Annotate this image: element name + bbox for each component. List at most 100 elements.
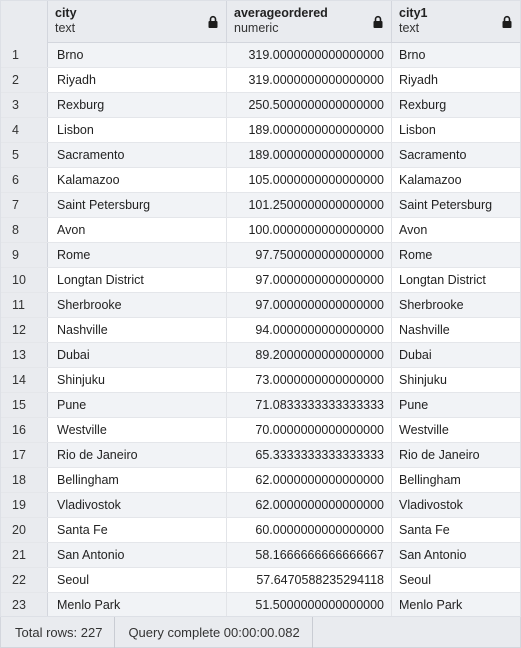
cell-city1[interactable]: Rio de Janeiro [399, 448, 480, 462]
cell-city1[interactable]: San Antonio [399, 548, 467, 562]
cell-city1[interactable]: Nashville [399, 323, 450, 337]
cell-city[interactable]: Avon [48, 218, 227, 242]
cell-city[interactable]: Rome [48, 243, 227, 267]
cell-averageordered[interactable]: 97.7500000000000000 [227, 243, 392, 267]
row-number[interactable]: 1 [1, 43, 48, 67]
cell-city[interactable]: Westville [48, 418, 227, 442]
row-number[interactable]: 2 [1, 68, 48, 92]
row-number[interactable]: 6 [1, 168, 48, 192]
cell-averageordered[interactable]: 319.0000000000000000 [227, 43, 392, 67]
cell-city1[interactable]: Kalamazoo [399, 173, 462, 187]
table-row[interactable]: 1 Brno 319.0000000000000000 Brno [1, 43, 520, 68]
cell-city[interactable]: Bellingham [48, 468, 227, 492]
table-row[interactable]: 23 Menlo Park 51.5000000000000000 Menlo Par… [1, 593, 520, 616]
cell-averageordered[interactable]: 70.0000000000000000 [227, 418, 392, 442]
table-row[interactable]: 19 Vladivostok 62.0000000000000000 Vladivos… [1, 493, 520, 518]
cell-city1[interactable]: Rexburg [399, 98, 447, 112]
cell-city[interactable]: Longtan District [48, 268, 227, 292]
cell-city[interactable]: Riyadh [48, 68, 227, 92]
cell-city1[interactable]: Santa Fe [399, 523, 450, 537]
cell-city[interactable]: Saint Petersburg [48, 193, 227, 217]
table-row[interactable]: 12 Nashville 94.0000000000000000 Nashville [1, 318, 520, 343]
table-row[interactable]: 10 Longtan District 97.0000000000000000 Lon… [1, 268, 520, 293]
cell-averageordered[interactable]: 51.5000000000000000 [227, 593, 392, 616]
column-header-averageordered[interactable]: averageordered numeric [227, 1, 392, 43]
cell-city1[interactable]: Bellingham [399, 473, 461, 487]
cell-city1[interactable]: Westville [399, 423, 449, 437]
table-row[interactable]: 9 Rome 97.7500000000000000 Rome [1, 243, 520, 268]
cell-averageordered[interactable]: 105.0000000000000000 [227, 168, 392, 192]
cell-city1[interactable]: Saint Petersburg [399, 198, 493, 212]
cell-city[interactable]: Brno [48, 43, 227, 67]
cell-city[interactable]: Rexburg [48, 93, 227, 117]
cell-averageordered[interactable]: 57.6470588235294118 [227, 568, 392, 592]
table-row[interactable]: 16 Westville 70.0000000000000000 Westville [1, 418, 520, 443]
cell-city1[interactable]: Avon [399, 223, 428, 237]
table-row[interactable]: 8 Avon 100.0000000000000000 Avon [1, 218, 520, 243]
cell-city1[interactable]: Dubai [399, 348, 432, 362]
cell-city[interactable]: Shinjuku [48, 368, 227, 392]
row-number[interactable]: 4 [1, 118, 48, 142]
table-row[interactable]: 2 Riyadh 319.0000000000000000 Riyadh [1, 68, 520, 93]
row-number[interactable]: 19 [1, 493, 48, 517]
table-row[interactable]: 4 Lisbon 189.0000000000000000 Lisbon [1, 118, 520, 143]
cell-city1[interactable]: Sherbrooke [399, 298, 464, 312]
row-number[interactable]: 14 [1, 368, 48, 392]
cell-averageordered[interactable]: 319.0000000000000000 [227, 68, 392, 92]
cell-averageordered[interactable]: 60.0000000000000000 [227, 518, 392, 542]
column-header-city1[interactable]: city1 text [392, 1, 520, 43]
cell-averageordered[interactable]: 100.0000000000000000 [227, 218, 392, 242]
table-row[interactable]: 13 Dubai 89.2000000000000000 Dubai [1, 343, 520, 368]
row-number[interactable]: 9 [1, 243, 48, 267]
row-number[interactable]: 12 [1, 318, 48, 342]
cell-city[interactable]: Rio de Janeiro [48, 443, 227, 467]
cell-city1[interactable]: Brno [399, 48, 426, 62]
row-number[interactable]: 15 [1, 393, 48, 417]
cell-city[interactable]: Lisbon [48, 118, 227, 142]
row-number[interactable]: 11 [1, 293, 48, 317]
cell-averageordered[interactable]: 89.2000000000000000 [227, 343, 392, 367]
cell-averageordered[interactable]: 58.1666666666666667 [227, 543, 392, 567]
row-number[interactable]: 3 [1, 93, 48, 117]
row-number[interactable]: 10 [1, 268, 48, 292]
cell-averageordered[interactable]: 189.0000000000000000 [227, 118, 392, 142]
cell-averageordered[interactable]: 71.0833333333333333 [227, 393, 392, 417]
column-header-city[interactable]: city text [48, 1, 227, 43]
row-number[interactable]: 18 [1, 468, 48, 492]
row-number[interactable]: 20 [1, 518, 48, 542]
cell-city1[interactable]: Seoul [399, 573, 431, 587]
row-number[interactable]: 21 [1, 543, 48, 567]
cell-city1[interactable]: Vladivostok [399, 498, 463, 512]
cell-averageordered[interactable]: 94.0000000000000000 [227, 318, 392, 342]
cell-averageordered[interactable]: 62.0000000000000000 [227, 468, 392, 492]
cell-city[interactable]: Vladivostok [48, 493, 227, 517]
cell-averageordered[interactable]: 62.0000000000000000 [227, 493, 392, 517]
cell-city[interactable]: Seoul [48, 568, 227, 592]
row-number-header[interactable] [1, 1, 48, 43]
table-row[interactable]: 11 Sherbrooke 97.0000000000000000 Sherbrook… [1, 293, 520, 318]
cell-city[interactable]: Kalamazoo [48, 168, 227, 192]
row-number[interactable]: 16 [1, 418, 48, 442]
table-row[interactable]: 15 Pune 71.0833333333333333 Pune [1, 393, 520, 418]
cell-city1[interactable]: Lisbon [399, 123, 436, 137]
table-row[interactable]: 3 Rexburg 250.5000000000000000 Rexburg [1, 93, 520, 118]
cell-city[interactable]: Santa Fe [48, 518, 227, 542]
cell-averageordered[interactable]: 189.0000000000000000 [227, 143, 392, 167]
cell-city[interactable]: San Antonio [48, 543, 227, 567]
table-row[interactable]: 18 Bellingham 62.0000000000000000 Bellingha… [1, 468, 520, 493]
row-number[interactable]: 17 [1, 443, 48, 467]
cell-city1[interactable]: Rome [399, 248, 433, 262]
cell-averageordered[interactable]: 73.0000000000000000 [227, 368, 392, 392]
cell-city1[interactable]: Pune [399, 398, 429, 412]
row-number[interactable]: 13 [1, 343, 48, 367]
table-row[interactable]: 17 Rio de Janeiro 65.3333333333333333 Rio d… [1, 443, 520, 468]
cell-city[interactable]: Pune [48, 393, 227, 417]
cell-city[interactable]: Menlo Park [48, 593, 227, 616]
table-row[interactable]: 5 Sacramento 189.0000000000000000 Sacrament… [1, 143, 520, 168]
table-row[interactable]: 7 Saint Petersburg 101.2500000000000000 Sai… [1, 193, 520, 218]
row-number[interactable]: 8 [1, 218, 48, 242]
table-row[interactable]: 6 Kalamazoo 105.0000000000000000 Kalamazoo [1, 168, 520, 193]
cell-averageordered[interactable]: 97.0000000000000000 [227, 268, 392, 292]
cell-averageordered[interactable]: 97.0000000000000000 [227, 293, 392, 317]
cell-city[interactable]: Sacramento [48, 143, 227, 167]
